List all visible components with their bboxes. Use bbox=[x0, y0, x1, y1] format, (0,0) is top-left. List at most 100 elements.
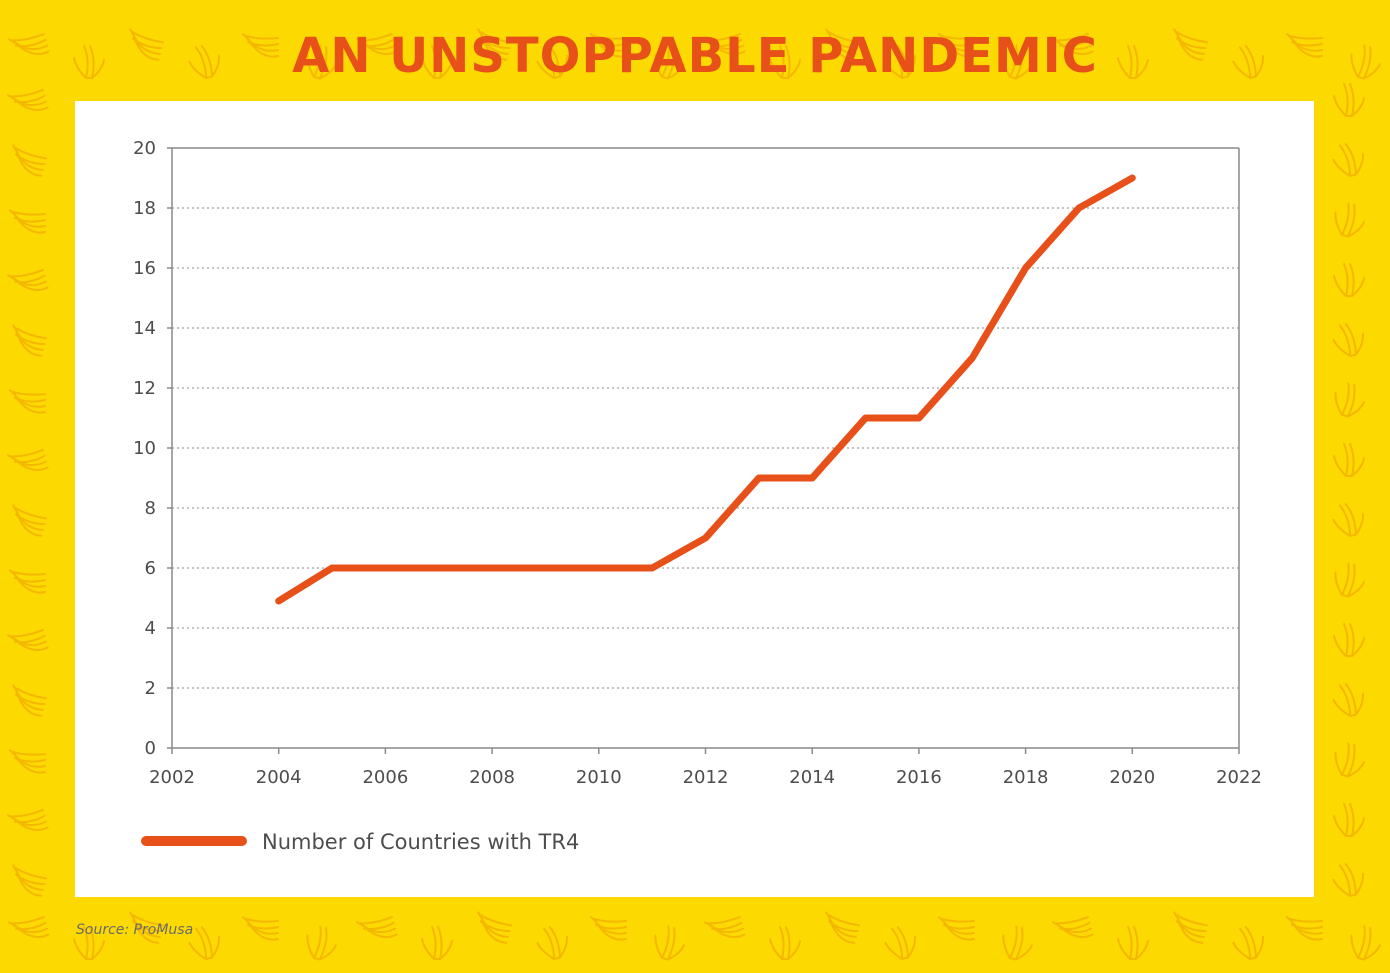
banana-icon bbox=[356, 916, 398, 938]
x-tick-label: 2014 bbox=[789, 767, 835, 788]
banana-icon bbox=[73, 926, 105, 960]
banana-icon bbox=[1117, 926, 1149, 960]
x-tick-label: 2022 bbox=[1216, 767, 1262, 788]
banana-icon bbox=[704, 916, 746, 938]
banana-icon bbox=[1117, 45, 1149, 79]
banana-icon bbox=[477, 911, 513, 944]
banana-icon bbox=[1232, 926, 1264, 960]
banana-icon bbox=[590, 916, 627, 941]
banana-icon bbox=[188, 45, 220, 79]
banana-icon bbox=[1333, 83, 1365, 117]
banana-icon bbox=[1333, 803, 1365, 837]
banana-icon bbox=[9, 569, 46, 594]
banana-icon bbox=[1332, 323, 1364, 357]
x-tick-label: 2004 bbox=[256, 767, 302, 788]
y-tick-label: 16 bbox=[133, 258, 156, 279]
grid-lines bbox=[172, 147, 1239, 689]
banana-icon bbox=[9, 209, 46, 234]
banana-icon bbox=[12, 684, 48, 717]
banana-icon bbox=[1333, 623, 1365, 657]
banana-icon bbox=[590, 33, 627, 58]
banana-icon bbox=[1232, 45, 1264, 79]
banana-icon bbox=[12, 324, 48, 357]
banana-icon bbox=[242, 916, 279, 941]
banana-icon bbox=[938, 916, 975, 941]
banana-icon bbox=[1173, 28, 1209, 61]
x-tick-label: 2020 bbox=[1109, 767, 1155, 788]
y-tick-label: 6 bbox=[145, 558, 156, 579]
banana-icon bbox=[12, 144, 48, 177]
banana-icon bbox=[1333, 443, 1365, 477]
banana-icon bbox=[1173, 911, 1209, 944]
banana-icon bbox=[356, 33, 398, 55]
series-lines bbox=[275, 174, 1136, 605]
banana-icon bbox=[7, 449, 49, 471]
y-tick-label: 10 bbox=[133, 438, 156, 459]
source-note: Source: ProMusa bbox=[76, 922, 194, 938]
series-line bbox=[275, 174, 1136, 605]
banana-icon bbox=[421, 45, 453, 79]
chart-legend: Number of Countries with TR4 bbox=[141, 830, 579, 854]
banana-icon bbox=[1332, 503, 1364, 537]
banana-icon bbox=[654, 44, 685, 80]
banana-icon bbox=[654, 925, 685, 961]
y-tick-label: 8 bbox=[145, 498, 156, 519]
chart-panel: 0 2 4 6 8 10 12 14 16 18 20 2002 2004 2006 2008 2010 20… bbox=[75, 101, 1314, 897]
y-tick-label: 18 bbox=[133, 198, 156, 219]
banana-icon bbox=[9, 389, 46, 414]
banana-icon bbox=[1350, 925, 1381, 961]
banana-icon bbox=[884, 926, 916, 960]
banana-icon bbox=[129, 28, 165, 61]
banana-icon bbox=[1333, 263, 1365, 297]
banana-icon bbox=[769, 45, 801, 79]
banana-icon bbox=[1052, 33, 1094, 55]
banana-icon bbox=[7, 809, 49, 831]
y-tick-label: 0 bbox=[145, 738, 156, 759]
banana-icon bbox=[129, 911, 165, 944]
banana-icon bbox=[306, 44, 337, 80]
banana-icon bbox=[1332, 863, 1364, 897]
y-tick-label: 12 bbox=[133, 378, 156, 399]
banana-icon bbox=[7, 89, 49, 111]
banana-icon bbox=[1052, 916, 1094, 938]
y-tick-label: 4 bbox=[145, 618, 156, 639]
banana-icon bbox=[73, 45, 105, 79]
banana-icon bbox=[12, 864, 48, 897]
x-axis-ticks: 2002 2004 2006 2008 2010 2012 2014 2016 2018 2020… bbox=[149, 748, 1262, 788]
x-tick-label: 2010 bbox=[576, 767, 622, 788]
banana-icon bbox=[1002, 925, 1033, 961]
x-tick-label: 2016 bbox=[896, 767, 942, 788]
banana-icon bbox=[7, 629, 49, 651]
banana-icon bbox=[769, 926, 801, 960]
banana-icon bbox=[1334, 382, 1365, 418]
banana-icon bbox=[242, 33, 279, 58]
y-tick-label: 20 bbox=[133, 138, 156, 159]
banana-icon bbox=[1334, 562, 1365, 598]
banana-icon bbox=[9, 749, 46, 774]
page-title: AN UNSTOPPABLE PANDEMIC bbox=[292, 28, 1098, 84]
banana-icon bbox=[306, 925, 337, 961]
x-tick-label: 2012 bbox=[683, 767, 729, 788]
banana-icon bbox=[1286, 33, 1323, 58]
banana-icon bbox=[477, 28, 513, 61]
banana-icon bbox=[536, 45, 568, 79]
banana-icon bbox=[884, 45, 916, 79]
x-tick-label: 2008 bbox=[469, 767, 515, 788]
banana-icon bbox=[1334, 202, 1365, 238]
legend-label: Number of Countries with TR4 bbox=[262, 830, 579, 854]
y-tick-label: 2 bbox=[145, 678, 156, 699]
y-tick-label: 14 bbox=[133, 318, 156, 339]
x-tick-label: 2018 bbox=[1003, 767, 1049, 788]
banana-icon bbox=[188, 926, 220, 960]
banana-icon bbox=[938, 33, 975, 58]
banana-icon bbox=[8, 916, 50, 938]
banana-icon bbox=[7, 269, 49, 291]
banana-icon bbox=[1002, 44, 1033, 80]
x-tick-label: 2006 bbox=[362, 767, 408, 788]
banana-icon bbox=[825, 911, 861, 944]
banana-icon bbox=[421, 926, 453, 960]
banana-icon bbox=[12, 504, 48, 537]
banana-icon bbox=[8, 33, 50, 55]
